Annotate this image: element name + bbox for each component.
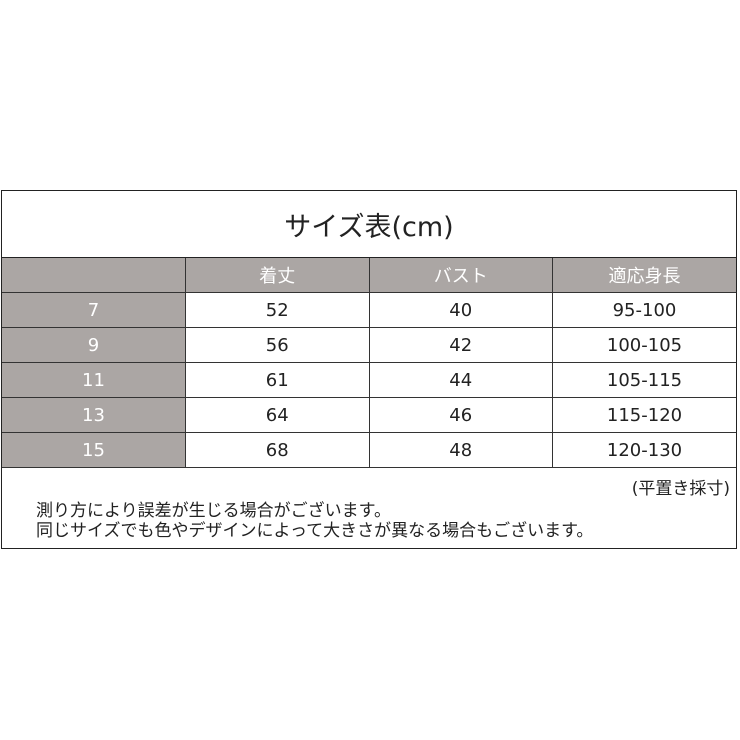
cell: 56	[185, 327, 370, 363]
header-cell: バスト	[368, 258, 553, 293]
size-cell: 15	[2, 432, 186, 468]
note-line: 測り方により誤差が生じる場合がございます。	[36, 501, 391, 521]
footer: (平置き採寸) 測り方により誤差が生じる場合がございます。 同じサイズでも色やデ…	[2, 468, 736, 554]
size-cell: 11	[2, 362, 186, 398]
cell: 52	[185, 292, 370, 328]
cell: 100-105	[552, 327, 736, 363]
cell: 105-115	[552, 362, 736, 398]
cell: 95-100	[552, 292, 736, 328]
measure-note: (平置き採寸)	[631, 479, 730, 499]
header-cell	[2, 258, 186, 293]
cell: 64	[185, 397, 370, 433]
header-row: 着丈 バスト 適応身長	[2, 258, 736, 293]
size-cell: 9	[2, 327, 186, 363]
size-cell: 13	[2, 397, 186, 433]
table-row: 13 64 46 115-120	[2, 397, 736, 433]
header-cell: 適応身長	[552, 258, 736, 293]
size-table: 着丈 バスト 適応身長 7 52 40 95-100 9 56 42 100-1…	[2, 258, 736, 468]
cell: 42	[368, 327, 553, 363]
note-line: 同じサイズでも色やデザインによって大きさが異なる場合もございます。	[36, 521, 594, 541]
table-row: 11 61 44 105-115	[2, 362, 736, 398]
cell: 115-120	[552, 397, 736, 433]
cell: 120-130	[552, 432, 736, 468]
cell: 46	[368, 397, 553, 433]
cell: 44	[368, 362, 553, 398]
cell: 48	[368, 432, 553, 468]
cell: 68	[185, 432, 370, 468]
size-chart: サイズ表(cm) 着丈 バスト 適応身長 7 52 40 95-100 9 56…	[1, 190, 737, 549]
table-row: 7 52 40 95-100	[2, 292, 736, 328]
cell: 40	[368, 292, 553, 328]
table-row: 15 68 48 120-130	[2, 432, 736, 468]
notes: 測り方により誤差が生じる場合がございます。 同じサイズでも色やデザインによって大…	[36, 501, 593, 541]
cell: 61	[185, 362, 370, 398]
header-cell: 着丈	[185, 258, 370, 293]
chart-title: サイズ表(cm)	[2, 191, 736, 258]
size-cell: 7	[2, 292, 186, 328]
table-row: 9 56 42 100-105	[2, 327, 736, 363]
